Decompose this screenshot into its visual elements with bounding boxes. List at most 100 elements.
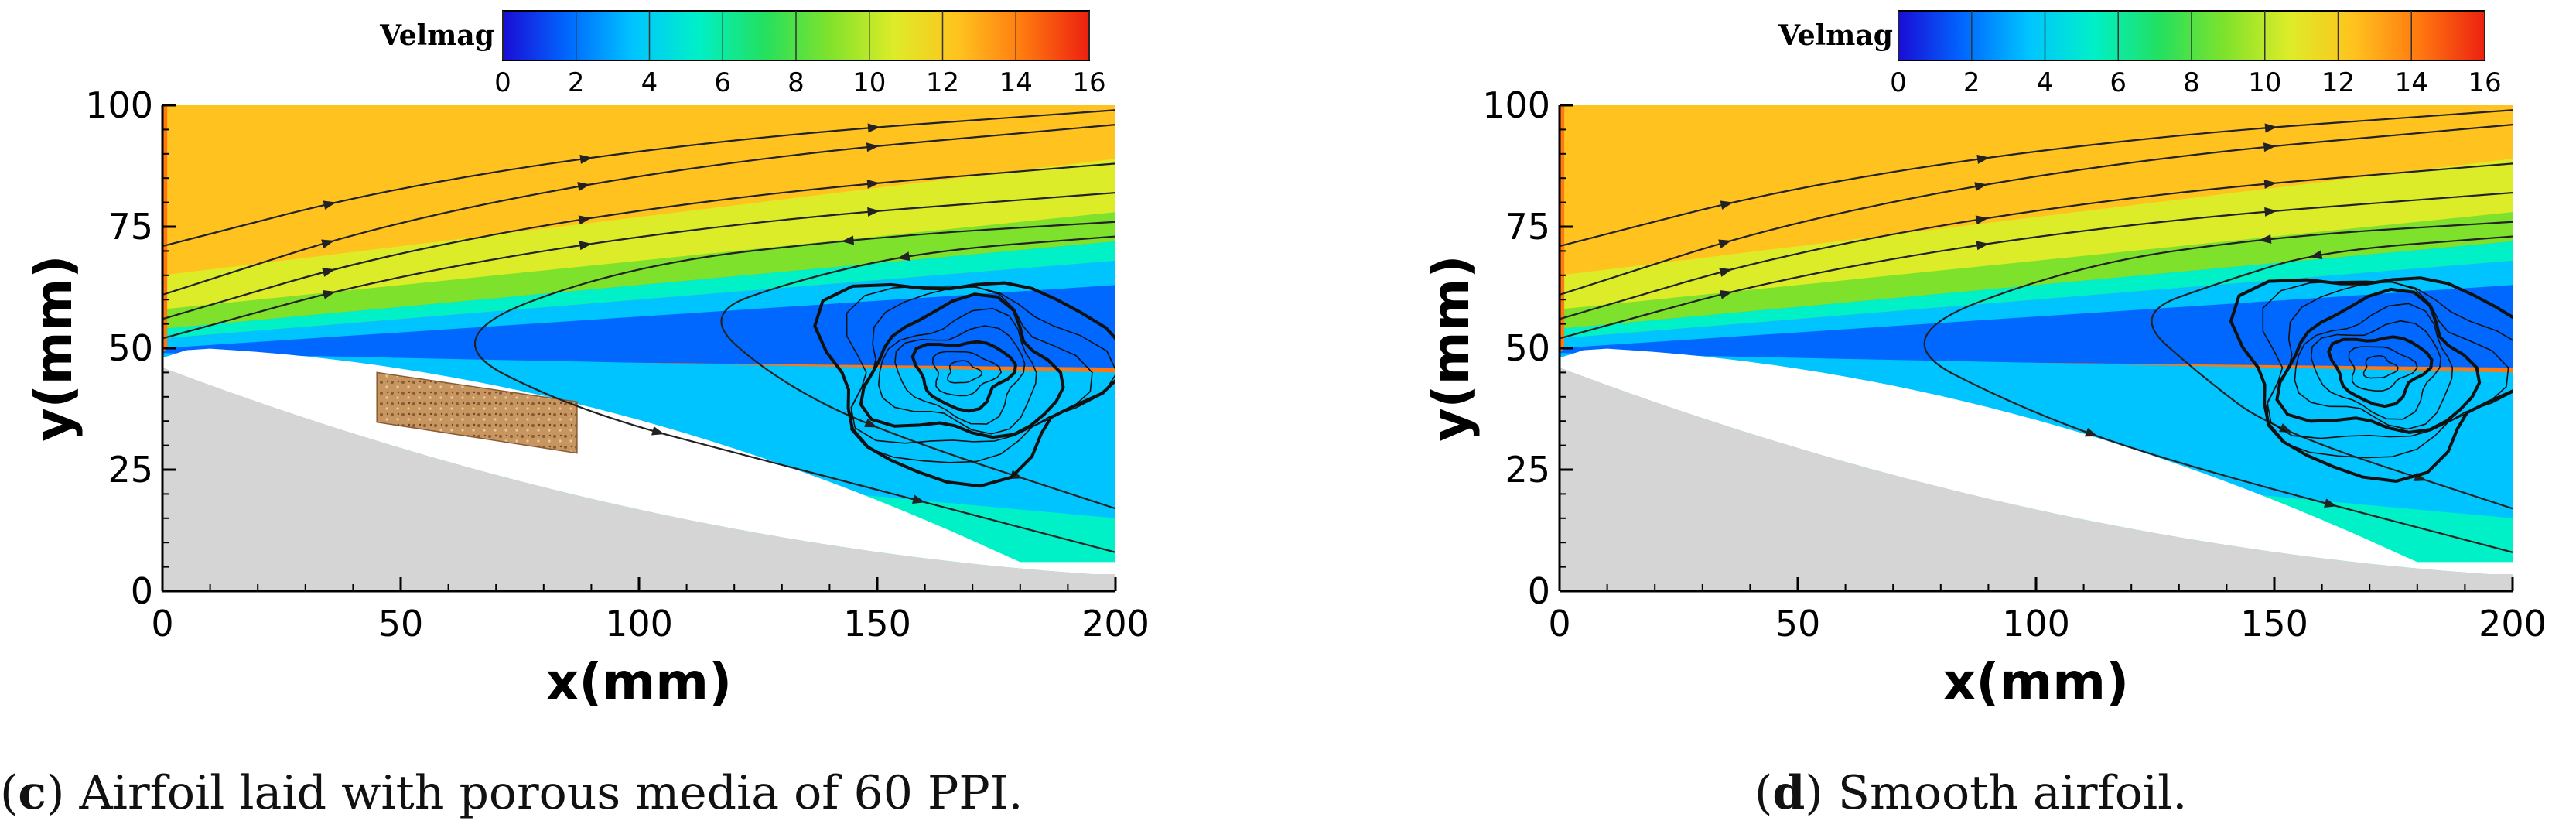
streamline-arrow bbox=[2263, 179, 2277, 189]
y-tick-label: 25 bbox=[108, 449, 153, 491]
streamline bbox=[473, 221, 1115, 553]
x-axis-title: x(mm) bbox=[1943, 652, 2129, 712]
streamline-arrow bbox=[577, 182, 591, 192]
vortex-loop bbox=[850, 286, 1093, 444]
vortex-loop bbox=[894, 325, 1026, 425]
caption-panel-label: d bbox=[1772, 766, 1805, 820]
x-tick-label: 200 bbox=[1081, 603, 1150, 645]
caption-paren-close: ) bbox=[46, 766, 79, 820]
colorbar-tick-label: 6 bbox=[2110, 67, 2127, 98]
velocity-band bbox=[162, 212, 1115, 329]
caption-paren-open: ( bbox=[0, 766, 18, 820]
streamline bbox=[1560, 191, 2513, 340]
streamline-arrow bbox=[1720, 200, 1734, 210]
streamline-arrow bbox=[323, 200, 337, 210]
velocity-field bbox=[1560, 105, 2513, 591]
y-tick-label: 75 bbox=[1505, 206, 1550, 248]
streamline-arrow bbox=[651, 426, 665, 436]
panel-caption: (d) Smooth airfoil. bbox=[1754, 766, 2187, 820]
streamline-arrow bbox=[2263, 142, 2277, 152]
y-tick-label: 50 bbox=[1505, 327, 1550, 369]
streamline-arrow bbox=[841, 235, 855, 245]
vortex-loop bbox=[910, 340, 1017, 413]
panel-c: 0 50 100 150 200 0 25 50 75 100 x(mm) y(mm) 0 2 4 6 8 10 1… bbox=[0, 10, 1150, 820]
colorbar-title: Velmag bbox=[379, 19, 494, 52]
colorbar-tick-label: 12 bbox=[926, 67, 959, 98]
vortex-loop bbox=[813, 281, 1115, 488]
y-tick-label: 75 bbox=[108, 206, 153, 248]
y-axis-title: y(mm) bbox=[24, 255, 84, 442]
colorbar-tick-label: 0 bbox=[1890, 67, 1907, 98]
colorbar-tick-label: 12 bbox=[2321, 67, 2355, 98]
colorbar-tick-label: 16 bbox=[2468, 67, 2501, 98]
streamline bbox=[162, 109, 1115, 248]
y-tick-label: 100 bbox=[1482, 84, 1550, 126]
streamline bbox=[162, 124, 1115, 296]
leading-edge-flow bbox=[1560, 105, 1565, 354]
vortex-loop bbox=[877, 307, 1037, 435]
streamline bbox=[1560, 162, 2513, 320]
streamline-arrow bbox=[2258, 234, 2272, 244]
streamline bbox=[720, 235, 1115, 510]
x-axis-title: x(mm) bbox=[546, 652, 732, 712]
streamline-arrow bbox=[321, 239, 335, 249]
velocity-band bbox=[1560, 212, 2513, 329]
y-tick-label: 0 bbox=[131, 570, 153, 612]
streamline bbox=[162, 191, 1115, 340]
streamline-arrow bbox=[866, 142, 880, 152]
colorbar-tick-label: 16 bbox=[1072, 67, 1105, 98]
colorbar-tick-label: 8 bbox=[2183, 67, 2200, 98]
leading-edge-flow bbox=[162, 105, 168, 354]
velocity-band bbox=[1560, 105, 2513, 286]
streamline-arrow bbox=[1719, 268, 1733, 277]
colorbar-title: Velmag bbox=[1778, 19, 1893, 52]
colorbar: 0 2 4 6 8 10 12 14 16 Velmag bbox=[379, 10, 1106, 98]
colorbar-tick-label: 4 bbox=[2037, 67, 2054, 98]
streamline bbox=[162, 162, 1115, 320]
streamline bbox=[1560, 124, 2513, 296]
streamline-arrow bbox=[2264, 123, 2278, 133]
colorbar-tick-label: 4 bbox=[641, 67, 658, 98]
vortex-loop bbox=[931, 351, 1003, 397]
separation-region bbox=[1560, 348, 2513, 575]
streamline-arrow bbox=[1974, 182, 1988, 192]
streamline-arrow bbox=[912, 494, 926, 504]
y-tick-label: 50 bbox=[108, 327, 153, 369]
streamline-arrow bbox=[1975, 215, 1989, 225]
y-tick-label: 0 bbox=[1528, 570, 1550, 612]
streamline-arrow bbox=[1719, 290, 1733, 299]
streamline-arrow bbox=[322, 290, 336, 299]
airfoil-body bbox=[1560, 368, 2513, 591]
caption-body: Smooth airfoil. bbox=[1838, 766, 2188, 820]
streamline-arrow bbox=[1976, 154, 1990, 164]
colorbar-tick-label: 8 bbox=[787, 67, 805, 98]
streamline-arrow bbox=[867, 207, 880, 217]
vortex-loop bbox=[2267, 281, 2509, 439]
streamline-arrow bbox=[864, 418, 878, 428]
y-tick-label: 25 bbox=[1505, 449, 1550, 491]
colorbar-tick-label: 10 bbox=[2248, 67, 2281, 98]
x-tick-label: 50 bbox=[378, 603, 424, 645]
vortex-loop bbox=[846, 285, 1115, 463]
x-tick-label: 150 bbox=[2240, 603, 2308, 645]
caption-body: Airfoil laid with porous media of 60 PPI… bbox=[78, 766, 1023, 820]
streamline-arrow bbox=[579, 241, 593, 251]
streamline-arrow bbox=[866, 179, 880, 189]
vortex-loop bbox=[2262, 280, 2513, 459]
streamline-arrow bbox=[579, 154, 593, 164]
vortex-loop bbox=[947, 360, 983, 384]
x-tick-label: 150 bbox=[843, 603, 911, 645]
streamline-arrow bbox=[2264, 207, 2277, 217]
colorbar: 0 2 4 6 8 10 12 14 16 Velmag bbox=[1778, 10, 2502, 98]
streamline bbox=[1923, 221, 2513, 553]
x-tick-label: 200 bbox=[2479, 603, 2547, 645]
airfoil-body bbox=[162, 368, 1115, 591]
streamline-arrow bbox=[322, 268, 336, 277]
caption-panel-label: c bbox=[18, 766, 46, 820]
streamline bbox=[2151, 235, 2513, 510]
x-tick-label: 50 bbox=[1775, 603, 1821, 645]
colorbar-tick-label: 2 bbox=[568, 67, 585, 98]
x-tick-label: 100 bbox=[605, 603, 673, 645]
velocity-band bbox=[1560, 285, 2513, 368]
